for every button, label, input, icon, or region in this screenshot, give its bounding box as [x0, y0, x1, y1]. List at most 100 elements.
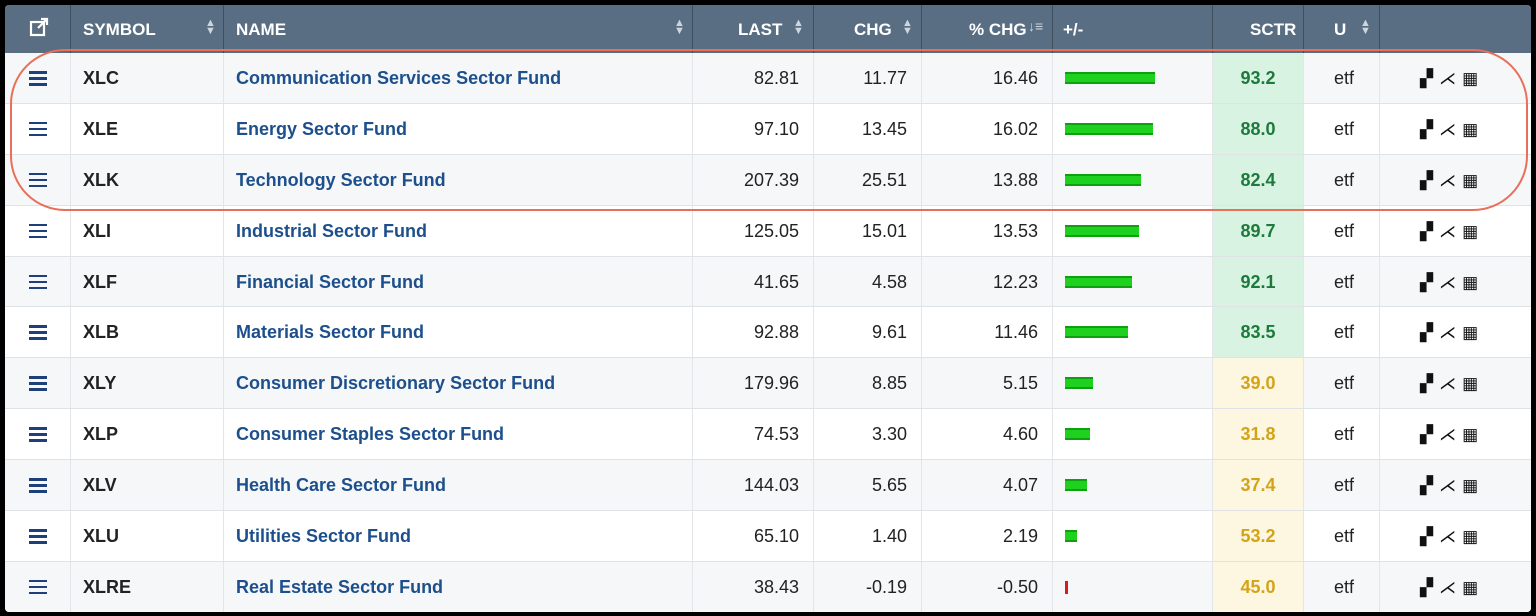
candlestick-chart-icon[interactable]: ▞ [1420, 374, 1440, 394]
sort-icon[interactable]: ▲ ▼ [1360, 17, 1371, 37]
table-row[interactable]: XLY Consumer Discretionary Sector Fund 1… [5, 358, 1531, 410]
hamburger-menu-icon[interactable] [29, 529, 47, 544]
perfchart-icon[interactable]: ⋌ [1439, 119, 1463, 139]
name-cell[interactable]: Real Estate Sector Fund [224, 561, 693, 612]
column-header-sctr[interactable]: SCTR [1213, 5, 1304, 53]
hamburger-menu-icon[interactable] [29, 376, 47, 391]
candlestick-chart-icon[interactable]: ▞ [1420, 119, 1440, 139]
perfchart-icon[interactable]: ⋌ [1439, 425, 1463, 445]
fund-name-link[interactable]: Energy Sector Fund [236, 118, 408, 139]
row-menu-cell[interactable] [5, 103, 71, 154]
grid-icon[interactable]: ▦ [1462, 272, 1485, 292]
grid-icon[interactable]: ▦ [1462, 374, 1485, 394]
name-cell[interactable]: Communication Services Sector Fund [224, 53, 693, 103]
fund-name-link[interactable]: Health Care Sector Fund [236, 475, 447, 496]
name-cell[interactable]: Technology Sector Fund [224, 154, 693, 205]
table-row[interactable]: XLRE Real Estate Sector Fund 38.43 -0.19… [5, 561, 1531, 612]
hamburger-menu-icon[interactable] [29, 579, 47, 595]
name-cell[interactable]: Energy Sector Fund [224, 103, 693, 154]
grid-icon[interactable]: ▦ [1462, 577, 1485, 597]
column-header-chg[interactable]: CHG ▲ ▼ [814, 5, 922, 53]
hamburger-menu-icon[interactable] [29, 478, 47, 493]
table-row[interactable]: XLU Utilities Sector Fund 65.10 1.40 2.1… [5, 511, 1531, 562]
name-cell[interactable]: Financial Sector Fund [224, 256, 693, 307]
perfchart-icon[interactable]: ⋌ [1439, 323, 1463, 343]
hamburger-menu-icon[interactable] [29, 427, 47, 442]
column-header-bar[interactable]: +/- [1053, 5, 1213, 53]
fund-name-link[interactable]: Materials Sector Fund [236, 322, 425, 343]
row-menu-cell[interactable] [5, 53, 71, 103]
perfchart-icon[interactable]: ⋌ [1439, 577, 1463, 597]
fund-name-link[interactable]: Real Estate Sector Fund [236, 576, 444, 597]
candlestick-chart-icon[interactable]: ▞ [1420, 476, 1440, 496]
name-cell[interactable]: Health Care Sector Fund [224, 460, 693, 511]
column-header-last[interactable]: LAST ▲ ▼ [693, 5, 814, 53]
table-row[interactable]: XLK Technology Sector Fund 207.39 25.51 … [5, 154, 1531, 206]
name-cell[interactable]: Utilities Sector Fund [224, 511, 693, 561]
fund-name-link[interactable]: Consumer Discretionary Sector Fund [236, 373, 556, 394]
grid-icon[interactable]: ▦ [1462, 119, 1485, 139]
grid-icon[interactable]: ▦ [1462, 527, 1485, 547]
candlestick-chart-icon[interactable]: ▞ [1420, 323, 1440, 343]
perfchart-icon[interactable]: ⋌ [1439, 69, 1463, 88]
hamburger-menu-icon[interactable] [29, 274, 47, 290]
column-header-name[interactable]: NAME ▲ ▼ [224, 5, 693, 53]
row-menu-cell[interactable] [5, 256, 71, 307]
grid-icon[interactable]: ▦ [1462, 170, 1485, 190]
sort-icon[interactable]: ▲ ▼ [902, 17, 913, 37]
candlestick-chart-icon[interactable]: ▞ [1420, 221, 1440, 241]
name-cell[interactable]: Industrial Sector Fund [224, 205, 693, 256]
table-row[interactable]: XLF Financial Sector Fund 41.65 4.58 12.… [5, 256, 1531, 308]
fund-name-link[interactable]: Utilities Sector Fund [236, 526, 412, 547]
sort-icon[interactable]: ▲ ▼ [205, 17, 216, 37]
sort-icon[interactable]: ▲ ▼ [674, 17, 685, 37]
grid-icon[interactable]: ▦ [1462, 69, 1485, 88]
row-menu-cell[interactable] [5, 561, 71, 612]
table-row[interactable]: XLB Materials Sector Fund 92.88 9.61 11.… [5, 307, 1531, 359]
row-menu-cell[interactable] [5, 205, 71, 256]
hamburger-menu-icon[interactable] [29, 172, 47, 188]
hamburger-menu-icon[interactable] [29, 121, 47, 137]
column-header-pct-chg[interactable]: % CHG ↓≡ [922, 5, 1053, 53]
perfchart-icon[interactable]: ⋌ [1439, 527, 1463, 547]
row-menu-cell[interactable] [5, 358, 71, 409]
hamburger-menu-icon[interactable] [29, 71, 47, 86]
fund-name-link[interactable]: Financial Sector Fund [236, 271, 425, 292]
sort-desc-icon[interactable]: ↓≡ [1028, 18, 1044, 34]
candlestick-chart-icon[interactable]: ▞ [1420, 170, 1440, 190]
table-row[interactable]: XLC Communication Services Sector Fund 8… [5, 53, 1531, 104]
table-row[interactable]: XLV Health Care Sector Fund 144.03 5.65 … [5, 460, 1531, 512]
perfchart-icon[interactable]: ⋌ [1439, 272, 1463, 292]
name-cell[interactable]: Consumer Staples Sector Fund [224, 409, 693, 460]
grid-icon[interactable]: ▦ [1462, 221, 1485, 241]
perfchart-icon[interactable]: ⋌ [1439, 221, 1463, 241]
fund-name-link[interactable]: Consumer Staples Sector Fund [236, 424, 505, 445]
candlestick-chart-icon[interactable]: ▞ [1420, 69, 1440, 88]
fund-name-link[interactable]: Industrial Sector Fund [236, 220, 428, 241]
table-row[interactable]: XLE Energy Sector Fund 97.10 13.45 16.02… [5, 103, 1531, 155]
grid-icon[interactable]: ▦ [1462, 476, 1485, 496]
hamburger-menu-icon[interactable] [29, 223, 47, 239]
name-cell[interactable]: Consumer Discretionary Sector Fund [224, 358, 693, 409]
name-cell[interactable]: Materials Sector Fund [224, 307, 693, 358]
candlestick-chart-icon[interactable]: ▞ [1420, 425, 1440, 445]
fund-name-link[interactable]: Technology Sector Fund [236, 169, 446, 190]
row-menu-cell[interactable] [5, 307, 71, 358]
candlestick-chart-icon[interactable]: ▞ [1420, 577, 1440, 597]
row-menu-cell[interactable] [5, 154, 71, 205]
row-menu-cell[interactable] [5, 460, 71, 511]
table-row[interactable]: XLI Industrial Sector Fund 125.05 15.01 … [5, 205, 1531, 257]
grid-icon[interactable]: ▦ [1462, 425, 1485, 445]
perfchart-icon[interactable]: ⋌ [1439, 170, 1463, 190]
fund-name-link[interactable]: Communication Services Sector Fund [236, 68, 562, 88]
external-link-icon[interactable] [29, 17, 49, 42]
candlestick-chart-icon[interactable]: ▞ [1420, 527, 1440, 547]
column-header-symbol[interactable]: SYMBOL ▲ ▼ [71, 5, 224, 53]
sort-icon[interactable]: ▲ ▼ [793, 17, 804, 37]
hamburger-menu-icon[interactable] [29, 325, 47, 340]
grid-icon[interactable]: ▦ [1462, 323, 1485, 343]
perfchart-icon[interactable]: ⋌ [1439, 374, 1463, 394]
table-row[interactable]: XLP Consumer Staples Sector Fund 74.53 3… [5, 409, 1531, 461]
popout-header-cell[interactable] [5, 5, 71, 53]
perfchart-icon[interactable]: ⋌ [1439, 476, 1463, 496]
